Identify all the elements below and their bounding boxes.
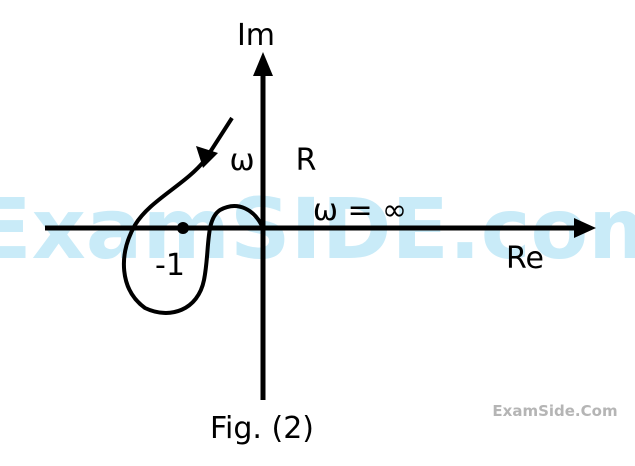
minus-one-label: -1	[155, 248, 185, 283]
omega-label: ω	[229, 143, 254, 178]
curve-arrow	[196, 146, 218, 168]
critical-point	[177, 222, 189, 234]
re-label: Re	[506, 241, 544, 276]
im-label: Im	[237, 18, 275, 53]
caption: Fig. (2)	[210, 411, 314, 446]
nyquist-curve	[121, 116, 265, 315]
watermark-corner: ExamSide.Com	[492, 402, 617, 420]
omega-infinity-label: ω = ∞	[313, 193, 407, 228]
imaginary-arrow	[253, 52, 273, 76]
real-arrow	[574, 218, 596, 238]
r-label: R	[296, 143, 317, 178]
